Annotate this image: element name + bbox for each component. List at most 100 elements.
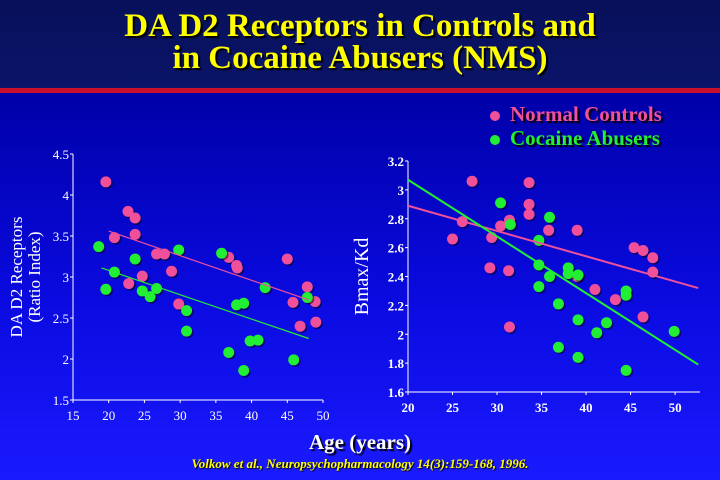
legend: Normal Controls Cocaine Abusers xyxy=(490,102,662,150)
normal-data-point xyxy=(231,262,243,274)
title-line-2: in Cocaine Abusers (NMS) xyxy=(172,40,548,76)
normal-data-point xyxy=(523,177,535,189)
x-tick-label: 15 xyxy=(67,408,80,423)
x-tick-label: 40 xyxy=(245,408,258,423)
legend-item-normal: Normal Controls xyxy=(490,102,662,126)
cocaine-data-point xyxy=(216,247,228,259)
cocaine-data-point xyxy=(495,197,507,209)
normal-data-point xyxy=(647,252,659,264)
x-tick-label: 30 xyxy=(491,400,504,415)
normal-fit-line xyxy=(108,230,309,301)
cocaine-data-point xyxy=(173,244,185,256)
slide-title: DA D2 Receptors in Controls and in Cocai… xyxy=(0,10,720,76)
x-tick-label: 40 xyxy=(580,400,593,415)
y-axis-label: Bmax/Kd xyxy=(351,238,373,316)
normal-data-point xyxy=(637,245,649,257)
normal-data-point xyxy=(123,278,135,290)
normal-data-point xyxy=(122,205,134,217)
cocaine-data-point xyxy=(591,327,603,339)
y-tick-label: 3 xyxy=(63,270,70,285)
x-tick-label: 25 xyxy=(446,400,460,415)
y-tick-label: 2.8 xyxy=(388,212,405,227)
cocaine-data-point xyxy=(544,271,556,282)
cocaine-data-point xyxy=(181,305,193,317)
normal-data-point xyxy=(287,296,299,308)
y-tick-label: 2.2 xyxy=(388,298,404,313)
y-tick-label: 2.4 xyxy=(388,270,405,285)
x-tick-label: 25 xyxy=(138,408,151,423)
normal-data-point xyxy=(447,233,459,245)
normal-data-point xyxy=(484,262,496,274)
cocaine-data-point xyxy=(504,219,516,231)
normal-data-point xyxy=(637,311,649,323)
x-tick-label: 20 xyxy=(402,400,415,415)
cocaine-data-point xyxy=(181,325,193,337)
cocaine-data-point xyxy=(601,317,613,329)
normal-data-point xyxy=(173,298,185,310)
cocaine-data-point xyxy=(100,283,112,295)
cocaine-data-point xyxy=(93,241,105,253)
cocaine-data-point xyxy=(136,285,148,297)
legend-label: Cocaine Abusers xyxy=(510,126,660,150)
cocaine-data-point xyxy=(252,334,264,346)
pink-dot-icon xyxy=(490,111,500,122)
y-tick-label: 2.5 xyxy=(53,311,69,326)
x-tick-label: 45 xyxy=(624,400,638,415)
x-axis-label: Age (years) xyxy=(308,430,412,454)
cocaine-data-point xyxy=(572,351,584,363)
cocaine-data-point xyxy=(572,314,584,326)
x-tick-label: 35 xyxy=(535,400,549,415)
citation: Volkow et al., Neuropsychopharmacology 1… xyxy=(191,456,529,471)
y-tick-label: 4.5 xyxy=(53,147,69,162)
cocaine-data-point xyxy=(301,292,313,303)
normal-data-point xyxy=(129,212,141,224)
y-tick-label: 2.6 xyxy=(388,241,405,256)
normal-data-point xyxy=(609,294,621,306)
x-tick-label: 35 xyxy=(209,408,222,423)
cocaine-data-point xyxy=(562,268,574,280)
green-dot-icon xyxy=(490,135,500,146)
cocaine-data-point xyxy=(259,282,271,294)
normal-data-point xyxy=(129,228,141,240)
y-tick-label: 4 xyxy=(63,188,70,203)
normal-data-point xyxy=(294,320,306,332)
normal-data-point xyxy=(281,253,293,265)
normal-data-point xyxy=(151,248,163,260)
y-axis-label: (Ratio Index) xyxy=(25,231,44,322)
cocaine-data-point xyxy=(620,364,632,376)
normal-data-point xyxy=(495,220,507,232)
x-tick-label: 30 xyxy=(174,408,187,423)
normal-data-point xyxy=(543,224,555,236)
y-tick-label: 1.5 xyxy=(53,393,69,408)
cocaine-data-point xyxy=(223,346,235,358)
legend-item-cocaine: Cocaine Abusers xyxy=(490,126,662,150)
cocaine-data-point xyxy=(288,354,300,366)
cocaine-data-point xyxy=(552,298,564,310)
normal-data-point xyxy=(503,321,515,333)
normal-data-point xyxy=(523,198,535,210)
normal-data-point xyxy=(310,316,322,328)
cocaine-data-point xyxy=(620,289,632,301)
normal-data-point xyxy=(589,283,601,295)
cocaine-data-point xyxy=(668,325,680,337)
cocaine-data-point xyxy=(144,291,156,303)
normal-data-point xyxy=(108,232,120,244)
cocaine-data-point xyxy=(238,364,250,376)
cocaine-data-point xyxy=(544,211,556,223)
y-tick-label: 3.5 xyxy=(53,229,69,244)
normal-data-point xyxy=(523,208,535,220)
x-tick-label: 50 xyxy=(317,408,330,423)
y-tick-label: 3.2 xyxy=(388,154,404,169)
normal-fit-line xyxy=(407,204,699,290)
y-tick-label: 1.6 xyxy=(388,385,405,400)
cocaine-data-point xyxy=(129,253,141,265)
normal-data-point xyxy=(466,175,478,187)
cocaine-fit-line xyxy=(101,267,309,340)
y-tick-label: 2 xyxy=(63,352,70,367)
normal-data-point xyxy=(571,224,583,236)
x-tick-label: 20 xyxy=(102,408,115,423)
x-tick-label: 45 xyxy=(281,408,294,423)
cocaine-data-point xyxy=(238,297,250,309)
normal-data-point xyxy=(136,270,148,282)
